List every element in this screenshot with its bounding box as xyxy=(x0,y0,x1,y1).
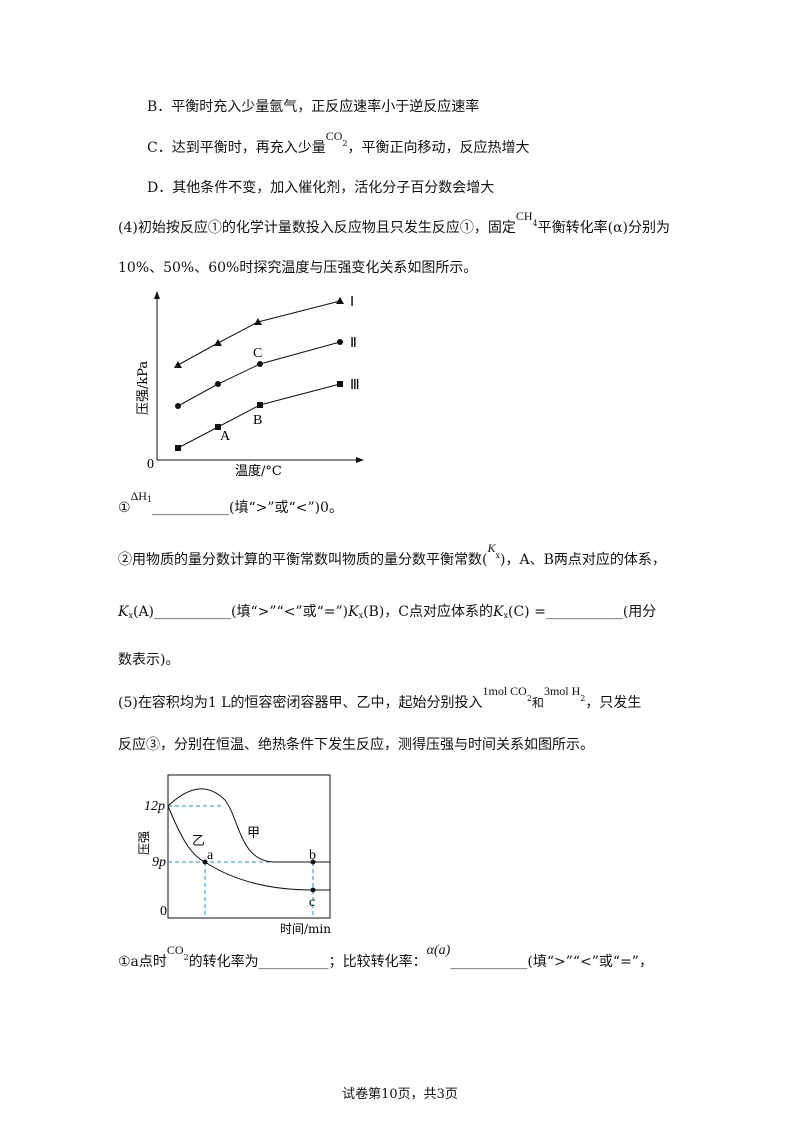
formula: 1 xyxy=(146,495,153,504)
marker xyxy=(175,339,343,409)
formula: (B) xyxy=(363,604,385,620)
formula: 2 xyxy=(183,953,189,962)
origin-label: 0 xyxy=(147,457,154,472)
formula: K xyxy=(118,604,129,620)
footer: 试卷第10页，共3页 xyxy=(0,1085,800,1105)
question-line: Kx(A)___________(填“>”“<”或“=”)Kx(B)，C点对应体… xyxy=(118,602,656,624)
question-line: ①ΔH1___________(填“>”或“<”)0。 xyxy=(118,489,343,520)
curve xyxy=(167,788,330,863)
figure-1: Ⅰ Ⅱ Ⅲ A B C 0 温度/°C 压强/kPa xyxy=(136,291,364,479)
point-label: a xyxy=(207,848,214,863)
question-line: ①a点时CO2的转化率为__________；比较转化率：α(a)_______… xyxy=(118,943,653,974)
formula: x xyxy=(128,611,133,620)
question-line: 10%、50%、60%时探究温度与压强变化关系如图所示。 xyxy=(118,258,477,278)
formula: K xyxy=(493,604,504,620)
formula: 2 xyxy=(526,694,532,703)
text: 和 xyxy=(531,696,544,710)
text: ②用物质的量分数计算的平衡常数叫物质的量分数平衡常数( xyxy=(118,552,488,568)
formula: CH xyxy=(515,209,533,223)
curve-label: Ⅰ xyxy=(350,295,354,310)
text: 平衡转化率(α)分别为 xyxy=(537,220,670,236)
text: ___________(填“>”或“<”)0。 xyxy=(152,500,343,516)
origin-label: 0 xyxy=(160,904,167,919)
x-axis-label: 时间/min xyxy=(280,922,331,935)
question-line: ②用物质的量分数计算的平衡常数叫物质的量分数平衡常数(Kx)，A、B两点对应的体… xyxy=(118,541,666,572)
curve-label: 甲 xyxy=(247,826,260,841)
text: (4)初始按反应①的化学计量数投入反应物且只发生反应①，固定 xyxy=(118,220,516,236)
curve xyxy=(177,341,341,407)
figure-2: 12p 9p 0 时间/min 压强 甲 乙 a b c xyxy=(137,774,331,935)
point xyxy=(202,859,316,893)
point-label: A xyxy=(220,429,231,444)
text: ① xyxy=(118,500,131,516)
point-label: c xyxy=(309,895,315,910)
text: ，平衡正向移动，反应热增大 xyxy=(347,140,530,156)
text: D．其他条件不变，加入催化剂，活化分子百分数会增大 xyxy=(147,180,495,196)
formula: α(a) xyxy=(426,943,451,958)
marker xyxy=(175,381,343,451)
formula: 1mol CO xyxy=(482,684,527,698)
formula: x xyxy=(495,551,500,560)
question-line: 反应③，分别在恒温、绝热条件下发生反应，测得压强与时间关系如图所示。 xyxy=(118,735,594,755)
text: (5)在容积均为1 L的恒容密闭容器甲、乙中，起始分别投入 xyxy=(118,695,483,711)
question-line: 数表示)。 xyxy=(118,650,179,670)
option-d: D．其他条件不变，加入催化剂，活化分子百分数会增大 xyxy=(147,178,494,198)
frame xyxy=(167,774,331,919)
point-label: C xyxy=(253,346,262,361)
tick-label: 9p xyxy=(152,855,166,870)
formula: x xyxy=(503,611,508,620)
question-line: (4)初始按反应①的化学计量数投入反应物且只发生反应①，固定CH4平衡转化率(α… xyxy=(118,209,670,240)
text: ___________(填“>”“<”或“=”， xyxy=(450,954,653,970)
text: C．达到平衡时，再充入少量 xyxy=(147,140,326,156)
x-axis-label: 温度/°C xyxy=(235,463,282,479)
text: )，A、B两点对应的体系， xyxy=(500,552,666,568)
text: ___________(用分 xyxy=(545,604,657,620)
text: ，C点对应体系的 xyxy=(384,604,494,620)
formula: K xyxy=(487,541,496,555)
text: ___________(填“>”“<”或“=”) xyxy=(154,604,349,620)
point-label: b xyxy=(309,848,316,863)
option-b: B．平衡时充入少量氩气，正反应速率小于逆反应速率 xyxy=(147,97,479,117)
curve-label: 乙 xyxy=(192,834,205,849)
formula: K xyxy=(348,604,359,620)
tick-label: 12p xyxy=(144,799,165,814)
text: 的转化率为__________；比较转化率： xyxy=(188,954,427,970)
question-line: (5)在容积均为1 L的恒容密闭容器甲、乙中，起始分别投入1mol CO2和3m… xyxy=(118,684,642,715)
formula: CO xyxy=(166,943,184,957)
curve xyxy=(167,805,330,891)
point-label: B xyxy=(253,413,262,428)
formula: 3mol H xyxy=(543,684,581,698)
formula: ΔH xyxy=(130,489,147,503)
curve xyxy=(177,383,341,449)
y-axis-label: 压强 xyxy=(137,831,151,855)
text: ①a点时 xyxy=(118,954,167,970)
formula: CO xyxy=(325,129,343,143)
text: 数表示)。 xyxy=(118,652,180,668)
y-axis-label: 压强/kPa xyxy=(136,361,151,415)
page-number: 试卷第10页，共3页 xyxy=(342,1087,458,1102)
formula: 2 xyxy=(580,694,586,703)
curve-label: Ⅱ xyxy=(350,336,357,351)
formula: (C) = xyxy=(508,604,546,620)
formula: (A) xyxy=(132,604,155,620)
formula: 4 xyxy=(532,219,538,228)
curve xyxy=(177,300,341,366)
text: 反应③，分别在恒温、绝热条件下发生反应，测得压强与时间关系如图所示。 xyxy=(118,737,594,753)
formula: x xyxy=(358,611,364,620)
curve-label: Ⅲ xyxy=(350,378,360,393)
option-c: C．达到平衡时，再充入少量CO2，平衡正向移动，反应热增大 xyxy=(147,129,530,160)
text: ，只发生 xyxy=(585,695,642,711)
formula: 2 xyxy=(342,139,348,148)
text: B．平衡时充入少量氩气，正反应速率小于逆反应速率 xyxy=(147,99,480,115)
text: 10%、50%、60%时探究温度与压强变化关系如图所示。 xyxy=(118,260,478,276)
